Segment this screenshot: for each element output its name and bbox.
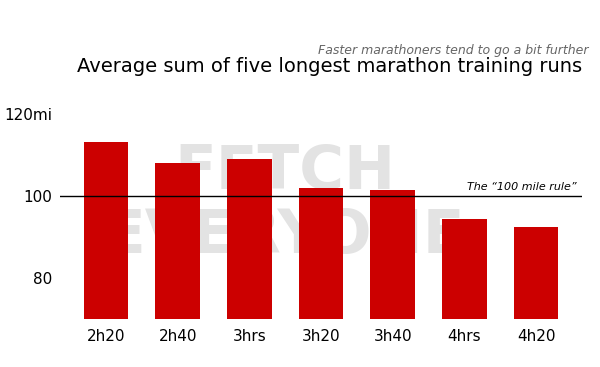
Bar xyxy=(442,218,487,367)
Text: FETCH
EVERYONE: FETCH EVERYONE xyxy=(104,143,465,266)
Bar xyxy=(227,159,272,367)
Text: Average sum of five longest marathon training runs: Average sum of five longest marathon tra… xyxy=(77,57,582,76)
Bar xyxy=(299,188,343,367)
Bar xyxy=(370,190,415,367)
Bar xyxy=(84,142,128,367)
Bar xyxy=(514,227,558,367)
Text: The “100 mile rule”: The “100 mile rule” xyxy=(467,182,577,192)
Text: Faster marathoners tend to go a bit further: Faster marathoners tend to go a bit furt… xyxy=(317,44,588,57)
Bar xyxy=(155,163,200,367)
